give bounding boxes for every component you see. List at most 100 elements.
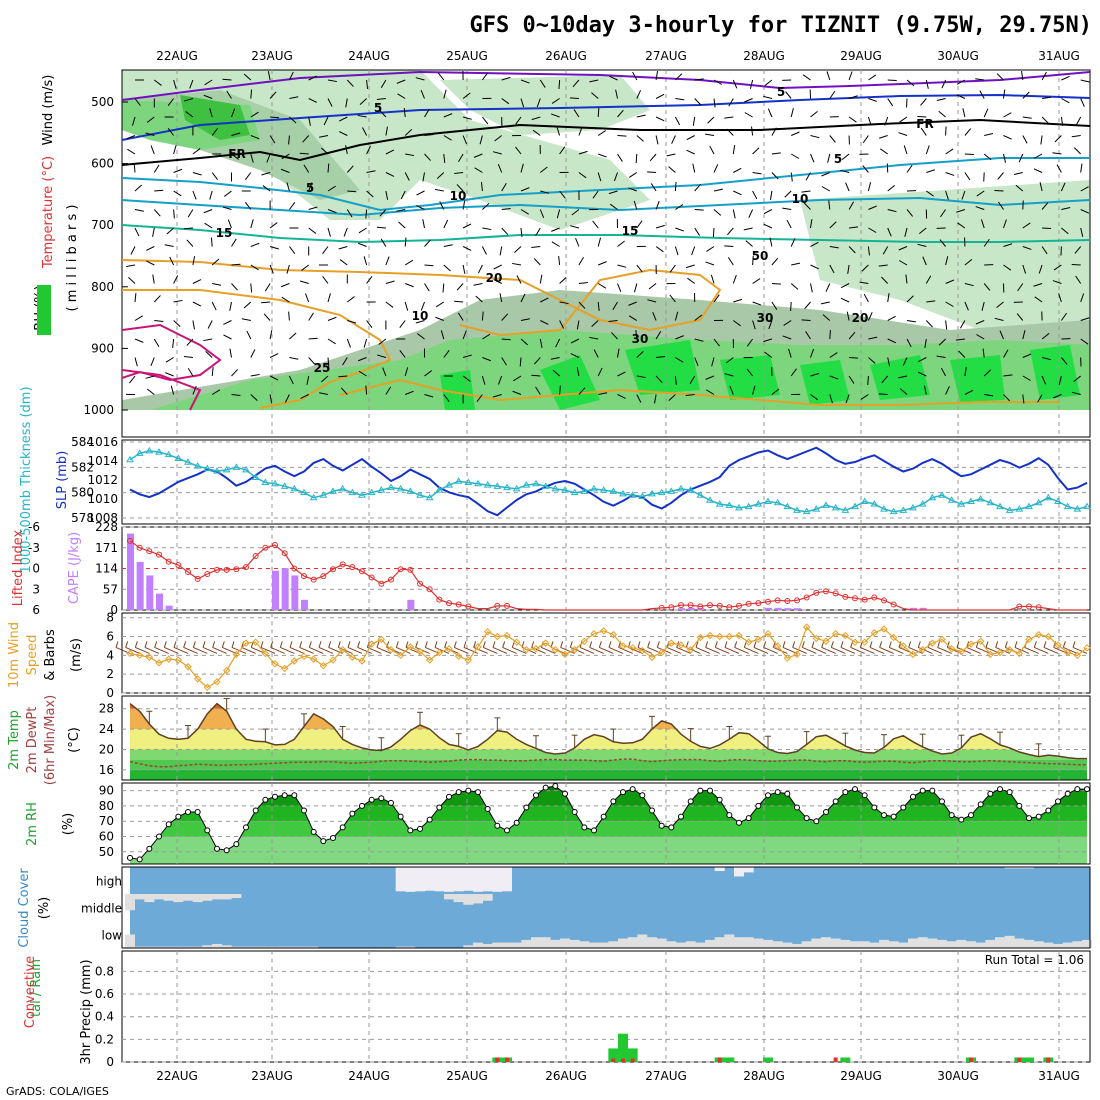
wind-barb-tick	[821, 641, 825, 648]
wind-barb	[186, 338, 194, 346]
wind-barb	[501, 227, 509, 235]
lifted-index-marker	[214, 566, 220, 573]
wind-barb	[536, 98, 541, 108]
lifted-index-marker	[890, 601, 897, 608]
wind-barb	[694, 314, 703, 321]
wind-barb	[976, 334, 985, 340]
wind-barb	[1063, 647, 1078, 654]
wind-barb	[617, 153, 623, 162]
wind-barb	[598, 392, 608, 395]
wind-barb	[366, 79, 369, 90]
wind-barb	[887, 227, 892, 237]
wind-barb	[753, 647, 769, 654]
rh-marker	[339, 824, 346, 831]
cloud-gap	[289, 946, 300, 948]
wind-barb	[288, 311, 290, 321]
wind-barb	[887, 315, 896, 321]
thickness-marker	[619, 489, 627, 497]
wind-barb	[269, 135, 276, 144]
wind-speed-marker	[822, 637, 830, 645]
wind-barb	[763, 223, 773, 229]
wind-barb	[420, 89, 425, 99]
wind-barb	[422, 219, 425, 229]
wind-speed-marker	[1063, 648, 1072, 657]
top-date-label: 31AUG	[1038, 49, 1080, 63]
wind-barb	[520, 79, 530, 84]
wind-barb	[186, 239, 194, 247]
thickness-marker	[184, 458, 192, 465]
wind-barb	[501, 98, 510, 105]
thickness-marker	[918, 500, 927, 507]
lifted-index-marker	[832, 590, 839, 597]
wind-barb	[443, 135, 452, 141]
rh-marker	[465, 787, 472, 794]
cloud-gap	[183, 894, 193, 901]
wind-barb-tick	[734, 641, 738, 648]
wind-speed-marker	[435, 648, 444, 657]
wind-speed-marker	[309, 655, 318, 663]
wind-barb	[889, 647, 904, 654]
thickness-marker	[947, 496, 956, 503]
wind-barb	[955, 338, 965, 341]
wind-barb	[443, 264, 451, 272]
wind-barb	[458, 153, 464, 162]
wind-barb	[415, 320, 425, 324]
convective-bar	[833, 1057, 838, 1062]
wind-barb	[769, 190, 773, 200]
wind-barb	[608, 647, 624, 654]
thickness-marker	[329, 487, 337, 494]
thickness-marker	[686, 486, 695, 493]
rh-marker	[494, 822, 501, 829]
wind-barb	[480, 181, 483, 192]
wind-barb-tick	[134, 641, 138, 648]
thickness-marker	[590, 484, 598, 492]
wind-barb	[821, 172, 830, 177]
cloud-gap	[792, 943, 802, 948]
wind-barb	[707, 116, 715, 124]
cloud-gap	[647, 937, 657, 948]
wind-barb	[829, 135, 836, 143]
rh-marker	[397, 813, 404, 820]
wind-speed-marker	[657, 648, 666, 657]
wind-barb-tick	[569, 641, 573, 648]
wind-barb	[725, 357, 734, 364]
wind-barb	[920, 127, 927, 136]
convective-bar	[495, 1057, 500, 1062]
wind-barb	[127, 148, 136, 155]
thickness-marker	[377, 486, 386, 493]
wind-barb-tick	[869, 641, 873, 648]
isotherm-line	[122, 289, 392, 409]
wind-barb	[363, 256, 368, 266]
rh-marker	[417, 825, 423, 832]
wind-barb	[322, 276, 329, 284]
wind-barb	[512, 262, 522, 266]
wind-barb	[666, 647, 682, 654]
wind-barb	[956, 79, 966, 85]
thickness-marker	[193, 462, 202, 469]
isotherm-line	[121, 157, 1090, 212]
lifted-index-marker	[736, 602, 742, 609]
lifted-index-marker	[417, 580, 423, 587]
rh-marker	[1026, 815, 1032, 822]
wind-barb-tick	[888, 641, 892, 648]
thickness-marker	[706, 496, 714, 503]
wind-barb	[628, 315, 638, 321]
rh-marker	[194, 809, 201, 816]
top-date-label: 27AUG	[645, 49, 687, 63]
wind-barb	[462, 200, 466, 210]
contour-label: 15	[216, 226, 233, 240]
wind-barb	[539, 274, 543, 284]
rh-marker	[958, 816, 965, 823]
wind-barb	[244, 172, 252, 180]
wind-barb	[810, 241, 819, 247]
wind-barb	[945, 301, 954, 307]
wind-barb-tick	[1043, 641, 1047, 648]
wind-barb	[338, 375, 348, 378]
wind-barb	[1074, 246, 1082, 254]
cloud-gap	[144, 894, 155, 903]
wind-barb-tick	[221, 641, 225, 648]
lifted-index-marker	[774, 597, 781, 604]
wind-barb	[820, 301, 830, 305]
rh-shading	[150, 330, 1090, 410]
